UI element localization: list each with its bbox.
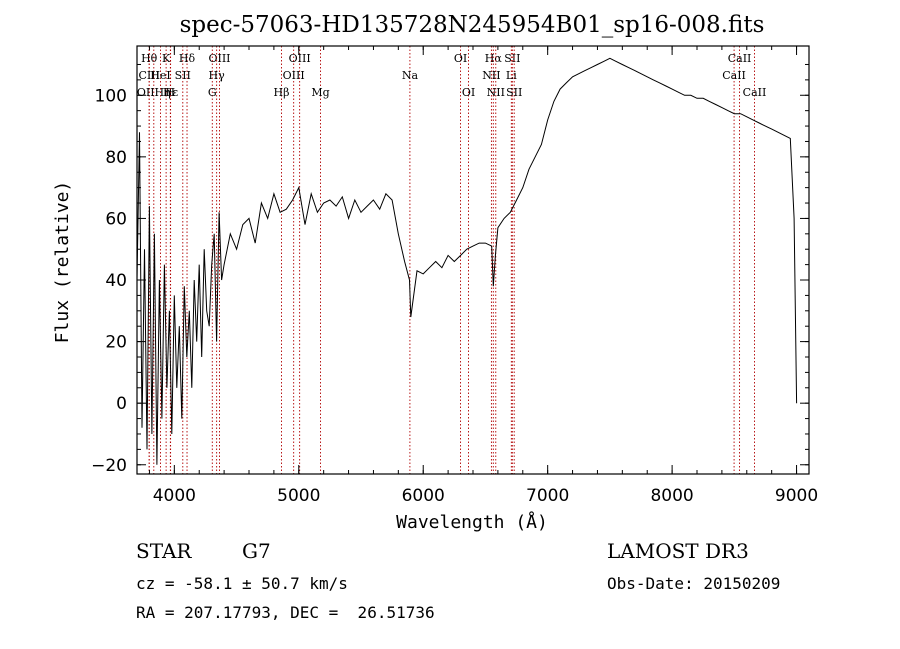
x-tick-label: 5000 xyxy=(277,486,320,506)
object-type: STAR xyxy=(136,539,192,563)
ra-dec: RA = 207.17793, DEC = 26.51736 xyxy=(136,603,435,622)
x-tick-label: 7000 xyxy=(526,486,569,506)
x-tick-label: 8000 xyxy=(650,486,693,506)
marker-label: NII xyxy=(482,69,500,82)
marker-label: CaII xyxy=(728,52,752,65)
marker-label: SII xyxy=(175,69,191,82)
object-subclass: G7 xyxy=(242,539,271,563)
marker-label: G xyxy=(208,86,217,99)
ticks-group: 4000 5000 6000 7000 8000 9000 −20 0 20 40 60 80 100 xyxy=(91,46,818,506)
y-tick-label: 20 xyxy=(105,333,127,353)
y-tick-label: 100 xyxy=(95,86,127,106)
marker-label: NII xyxy=(487,86,505,99)
marker-label: Li xyxy=(506,69,517,82)
marker-label: K xyxy=(162,52,171,65)
marker-label: OI xyxy=(454,52,467,65)
x-tick-label: 9000 xyxy=(775,486,818,506)
redshift-cz: cz = -58.1 ± 50.7 km/s xyxy=(136,574,348,593)
chart-title: spec-57063-HD135728N245954B01_sp16-008.f… xyxy=(180,12,765,38)
marker-label: Hβ xyxy=(274,86,290,99)
marker-label: CaII xyxy=(722,69,746,82)
survey-name: LAMOST DR3 xyxy=(607,539,749,563)
y-tick-label: 0 xyxy=(116,394,127,414)
marker-label: Hγ xyxy=(209,69,226,82)
x-tick-label: 6000 xyxy=(402,486,445,506)
marker-label: SII xyxy=(504,52,520,65)
x-tick-label: 4000 xyxy=(153,486,196,506)
y-tick-label: 80 xyxy=(105,148,127,168)
marker-label: OIII xyxy=(208,52,230,65)
y-tick-label: 60 xyxy=(105,209,127,229)
marker-label: OIII xyxy=(283,69,305,82)
obs-date: Obs-Date: 20150209 xyxy=(607,574,781,593)
marker-label: HeI xyxy=(150,69,170,82)
marker-label: Na xyxy=(402,69,419,82)
marker-label: CIII xyxy=(138,69,159,82)
marker-label: OIII xyxy=(289,52,311,65)
spectrum-line xyxy=(136,57,798,465)
y-tick-label: 40 xyxy=(105,271,127,291)
marker-label: Hθ xyxy=(141,52,158,65)
y-tick-label: −20 xyxy=(91,456,127,476)
marker-label: CaII xyxy=(743,86,767,99)
marker-label: Mg xyxy=(311,86,329,99)
marker-label: SII xyxy=(506,86,522,99)
marker-label: H xyxy=(166,86,176,99)
marker-label: Hα xyxy=(485,52,503,65)
plot-frame xyxy=(136,45,810,475)
x-axis-label: Wavelength (Å) xyxy=(396,511,548,533)
marker-label: Hδ xyxy=(179,52,196,65)
marker-label: OI xyxy=(462,86,475,99)
series-group xyxy=(136,57,798,465)
y-axis-label: Flux (relative) xyxy=(52,181,73,344)
